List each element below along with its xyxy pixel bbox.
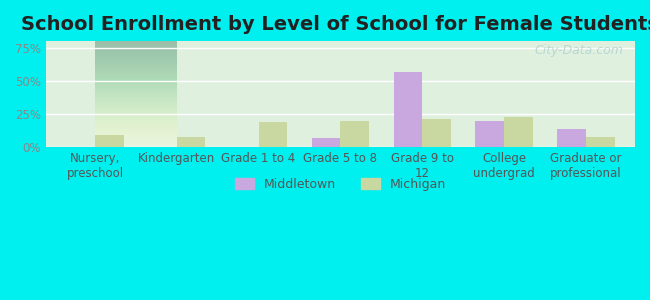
Bar <box>422 119 451 147</box>
Bar <box>259 122 287 147</box>
Bar <box>312 138 341 147</box>
Bar <box>177 136 205 147</box>
Text: City-Data.com: City-Data.com <box>534 44 623 57</box>
Bar <box>475 121 504 147</box>
Bar <box>95 135 124 147</box>
Legend: Middletown, Michigan: Middletown, Michigan <box>230 173 451 196</box>
Bar <box>504 117 533 147</box>
Bar <box>586 136 614 147</box>
Bar <box>557 129 586 147</box>
Bar <box>394 72 422 147</box>
Bar <box>341 121 369 147</box>
Title: School Enrollment by Level of School for Female Students: School Enrollment by Level of School for… <box>21 15 650 34</box>
